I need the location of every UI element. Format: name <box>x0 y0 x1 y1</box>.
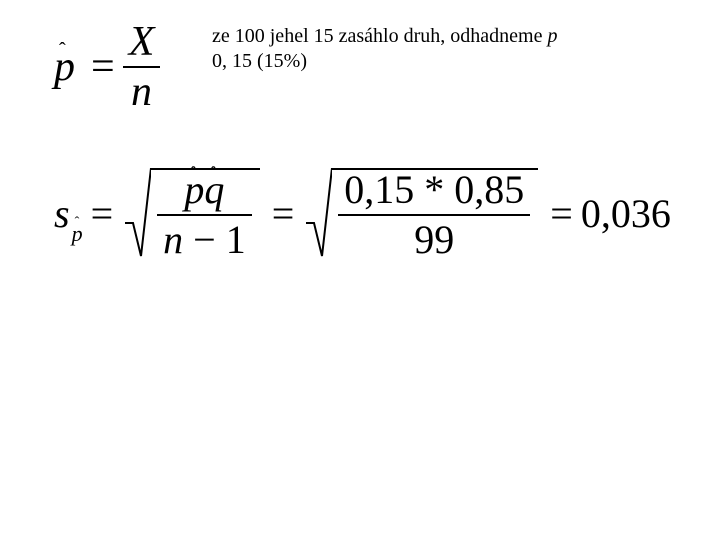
sqrt-numeric: 0,15 * 0,85 99 <box>306 168 538 258</box>
s-letter: s <box>54 190 70 237</box>
sub-hat-accent: ˆ <box>75 215 80 231</box>
fraction-pq-over-n-1: p ˆ q ˆ n − 1 <box>157 168 252 262</box>
radicand-symbolic: p ˆ q ˆ n − 1 <box>151 168 260 258</box>
fraction-bar-2 <box>157 214 252 216</box>
radical-sign-1 <box>125 168 151 258</box>
numerator-pq: p ˆ q ˆ <box>178 168 230 212</box>
annotation-line1-text: ze 100 jehel 15 zasáhlo druh, odhadneme <box>212 25 547 47</box>
sqrt-symbolic: p ˆ q ˆ n − 1 <box>125 168 260 258</box>
denominator-99: 99 <box>408 218 460 262</box>
radicand-numeric: 0,15 * 0,85 99 <box>332 168 538 258</box>
denominator-n: n <box>125 70 158 114</box>
equals-sign-1: = <box>91 190 114 237</box>
slide: p ˆ = X n ze 100 jehel 15 zasáhlo druh, … <box>0 0 720 540</box>
fraction-bar-3 <box>338 214 530 216</box>
annotation-p-italic: p <box>547 25 557 47</box>
annotation-text: ze 100 jehel 15 zasáhlo druh, odhadneme … <box>212 24 642 74</box>
hat-accent: ˆ <box>59 39 66 62</box>
fraction-numeric: 0,15 * 0,85 99 <box>338 168 530 262</box>
annotation-line2: 0, 15 (15%) <box>212 49 642 74</box>
p-hat-symbol: p ˆ <box>54 43 75 91</box>
fraction-bar <box>123 66 161 68</box>
equals-sign-3: = <box>550 190 573 237</box>
subscript-phat: p ˆ <box>72 221 83 247</box>
p-hat-in-frac: p ˆ <box>184 170 204 210</box>
equals-sign-2: = <box>272 190 295 237</box>
numerator-numeric: 0,15 * 0,85 <box>338 168 530 212</box>
result-value: 0,036 <box>581 190 671 237</box>
numerator-X: X <box>123 20 161 64</box>
equation-p-hat: p ˆ = X n <box>54 20 160 114</box>
denominator-n-minus-1: n − 1 <box>157 218 252 262</box>
equals-sign: = <box>91 43 115 91</box>
fraction-X-over-n: X n <box>123 20 161 114</box>
equation-standard-error: s p ˆ = p ˆ <box>54 168 671 258</box>
q-hat-in-frac: q ˆ <box>204 170 224 210</box>
annotation-line1: ze 100 jehel 15 zasáhlo druh, odhadneme … <box>212 24 642 49</box>
radical-sign-2 <box>306 168 332 258</box>
s-sub-phat: s p ˆ <box>54 190 83 237</box>
